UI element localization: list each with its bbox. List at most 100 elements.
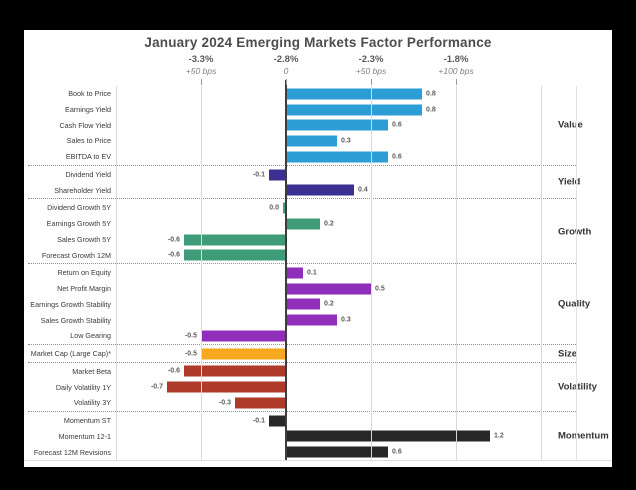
factor-value-label: 1.2	[494, 432, 504, 440]
factor-label: Shareholder Yield	[54, 185, 111, 195]
gridline	[116, 86, 117, 460]
factor-bar	[286, 314, 337, 326]
factor-row: Market Beta -0.6	[24, 364, 612, 380]
bar-area: 0.5	[116, 281, 612, 297]
bar-area: 0.8	[116, 102, 612, 118]
factor-label: Volatility 3Y	[73, 398, 111, 408]
factor-label: Book to Price	[68, 89, 111, 99]
group-label: Value	[558, 119, 583, 131]
gridline	[541, 86, 542, 460]
bar-area: 0.8	[116, 86, 612, 102]
bar-area: 0.1	[116, 265, 612, 281]
axis-tick-bps: 0	[283, 65, 289, 76]
factor-group-growth: Dividend Growth 5Y 0.0 Earnings Growth 5Y 0…	[24, 200, 612, 263]
axis-tick-mark	[456, 79, 457, 85]
factor-label: Return on Equity	[57, 268, 111, 278]
factor-bar	[286, 446, 388, 458]
group-separator	[24, 198, 612, 200]
bar-area: -0.1	[116, 413, 612, 429]
group-separator	[24, 343, 612, 346]
factor-value-label: -0.1	[252, 171, 265, 179]
bar-area: 0.6	[116, 444, 612, 460]
bar-area: 0.6	[116, 149, 612, 165]
factor-value-label: -0.1	[252, 417, 265, 425]
factor-value-label: -0.6	[167, 236, 180, 244]
factor-bar	[184, 365, 286, 377]
axis-tick-percent: -2.3%	[358, 54, 384, 65]
chart-title: January 2024 Emerging Markets Factor Per…	[144, 35, 492, 50]
factor-label: Sales Growth Stability	[40, 315, 111, 325]
factor-label: Earnings Growth Stability	[30, 299, 111, 309]
bar-area: 0.4	[116, 182, 612, 198]
group-label: Growth	[558, 226, 592, 238]
axis-tick-percent: -2.8%	[273, 54, 299, 65]
bar-area: -0.1	[116, 167, 612, 183]
factor-row: Momentum 12-1 1.2	[24, 429, 612, 445]
factor-bar	[235, 397, 286, 409]
axis-tick: -3.3% +50 bps	[186, 54, 217, 77]
bar-area: -0.6	[116, 232, 612, 248]
factor-label: Net Profit Margin	[57, 284, 111, 294]
factor-row: Sales Growth 5Y -0.6	[24, 232, 612, 248]
factor-bar	[201, 348, 286, 360]
group-label: Momentum	[558, 430, 609, 442]
factor-value-label: 0.5	[375, 285, 385, 293]
factor-group-size: Market Cap (Large Cap)* -0.5 Size	[24, 346, 612, 362]
factor-bar	[184, 234, 286, 246]
factor-group-volatility: Market Beta -0.6 Daily Volatility 1Y -0.7 Vo…	[24, 364, 612, 411]
group-separator	[24, 410, 612, 413]
factor-value-label: 0.6	[392, 448, 402, 456]
factor-label: Momentum ST	[63, 416, 111, 426]
factor-value-label: 0.4	[358, 186, 368, 194]
group-label: Volatility	[558, 381, 597, 393]
factor-row: Forecast 12M Revisions 0.6	[24, 444, 612, 460]
factor-value-label: -0.7	[150, 383, 163, 391]
bar-rows-container: Book to Price 0.8 Earnings Yield 0.8 Cash Fl…	[24, 86, 612, 460]
factor-value-label: 0.8	[426, 106, 436, 114]
factor-bar	[286, 184, 354, 196]
factor-bar	[286, 104, 422, 116]
factor-bar	[269, 169, 286, 181]
factor-bar	[286, 135, 337, 147]
group-label: Size	[558, 348, 578, 360]
axis-tick-mark	[286, 79, 287, 85]
factor-label: Earnings Growth 5Y	[46, 219, 111, 229]
factor-group-yield: Dividend Yield -0.1 Shareholder Yield 0.4 Yi…	[24, 167, 612, 198]
axis-tick-bps: +100 bps	[438, 65, 474, 76]
factor-label: Market Cap (Large Cap)*	[30, 349, 111, 359]
factor-label: Forecast 12M Revisions	[33, 447, 111, 457]
factor-value-label: 0.2	[324, 300, 334, 308]
gridline	[456, 86, 457, 460]
factor-label: Low Gearing	[70, 331, 111, 341]
bar-area: 0.3	[116, 133, 612, 149]
factor-value-label: 0.3	[341, 137, 351, 145]
factor-row: Daily Volatility 1Y -0.7	[24, 379, 612, 395]
factor-label: Sales to Price	[66, 136, 111, 146]
factor-value-label: -0.5	[184, 350, 197, 358]
factor-row: EBITDA to EV 0.6	[24, 149, 612, 165]
gridline	[201, 86, 202, 460]
factor-bar	[286, 430, 490, 442]
group-separator	[24, 361, 612, 364]
axis-tick: -2.8% 0	[274, 54, 299, 77]
factor-row: Return on Equity 0.1	[24, 265, 612, 281]
bar-area: 0.6	[116, 117, 612, 133]
factor-label: Dividend Yield	[65, 169, 111, 179]
bar-area: 1.2	[116, 429, 612, 445]
factor-row: Volatility 3Y -0.3	[24, 395, 612, 411]
factor-bar	[286, 119, 388, 131]
group-label: Quality	[558, 298, 591, 310]
axis-tick-bps: +50 bps	[355, 65, 387, 76]
factor-value-label: 0.0	[269, 204, 279, 212]
factor-label: Market Beta	[72, 366, 111, 376]
bar-area: -0.7	[116, 379, 612, 395]
factor-bar	[184, 249, 286, 261]
factor-value-label: -0.5	[184, 332, 197, 340]
factor-bar	[269, 415, 286, 427]
group-label: Yield	[558, 176, 581, 188]
bar-area: 0.2	[116, 216, 612, 232]
factor-value-label: 0.1	[307, 269, 317, 277]
factor-value-label: 0.6	[392, 153, 402, 161]
axis-tick: -1.8% +100 bps	[438, 54, 473, 77]
